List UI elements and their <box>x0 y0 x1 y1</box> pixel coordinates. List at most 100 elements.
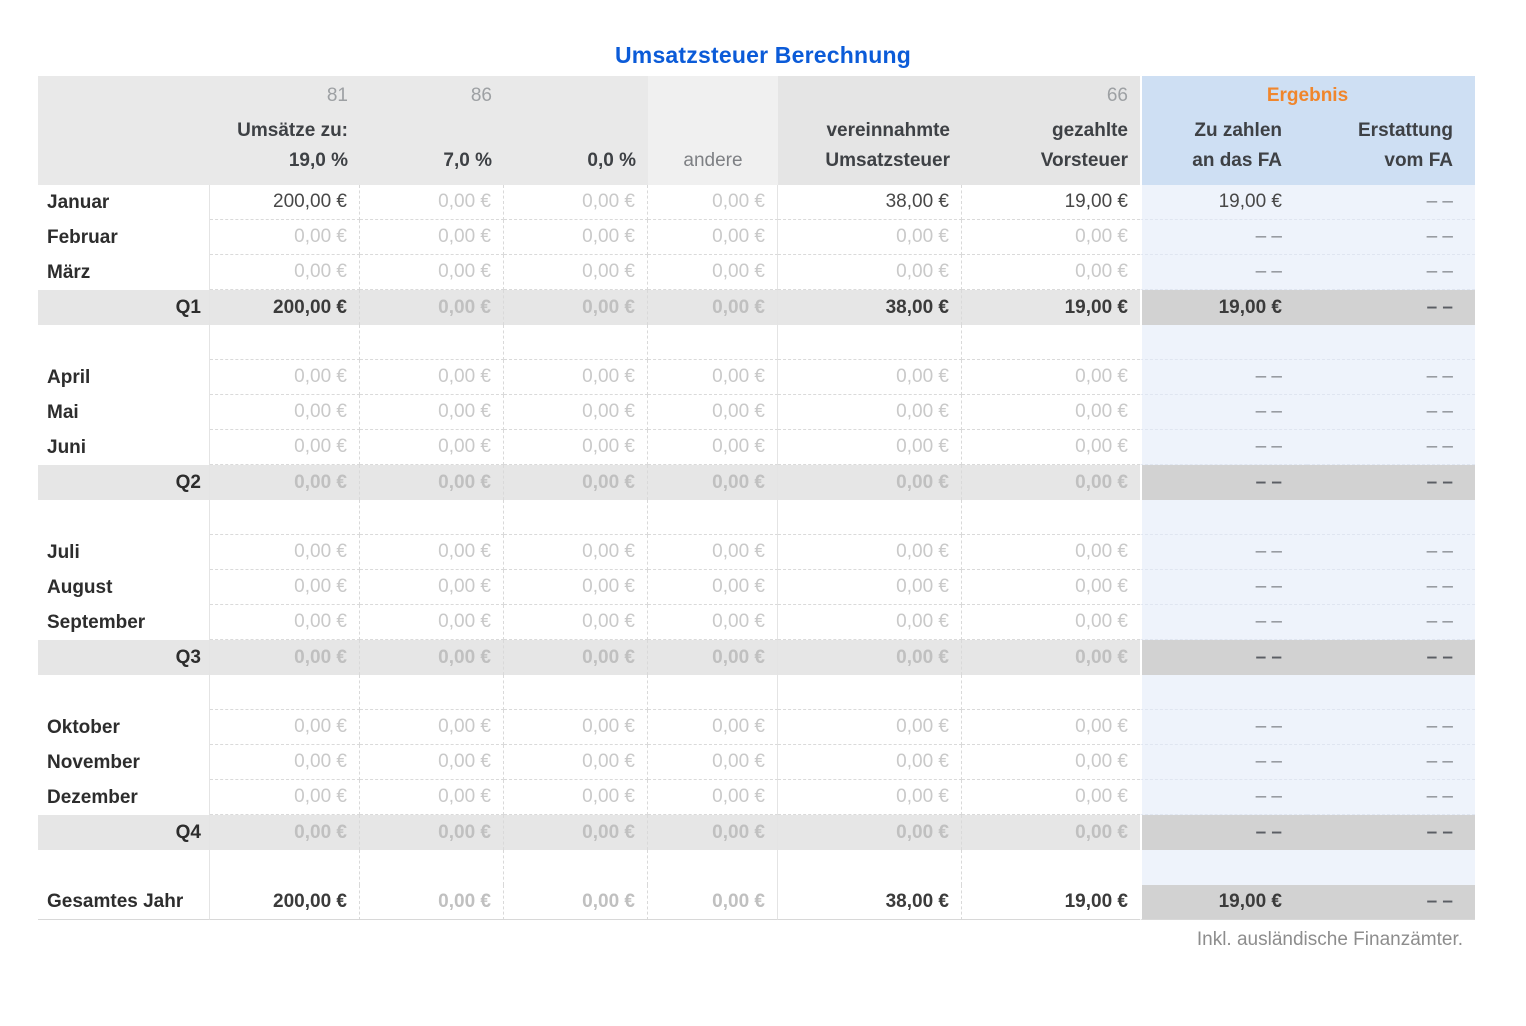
cell-erstattung-fa[interactable]: – – <box>1307 255 1475 290</box>
cell-erstattung-fa[interactable]: – – <box>1307 360 1475 395</box>
cell-umsatz-andere[interactable]: 0,00 € <box>648 780 778 815</box>
cell-umsatz-andere[interactable]: 0,00 € <box>648 255 778 290</box>
cell-zu-zahlen-fa[interactable]: – – <box>1140 780 1307 815</box>
cell-erstattung-fa[interactable]: – – <box>1307 570 1475 605</box>
cell-umsatz-19[interactable]: 0,00 € <box>210 745 360 780</box>
cell-vereinnahmte-ust[interactable]: 0,00 € <box>778 535 962 570</box>
cell-zu-zahlen-fa[interactable]: – – <box>1140 430 1307 465</box>
cell-umsatz-0[interactable]: 0,00 € <box>504 360 648 395</box>
cell-umsatz-7[interactable]: 0,00 € <box>360 710 504 745</box>
cell-vereinnahmte-ust[interactable]: 0,00 € <box>778 395 962 430</box>
cell-zu-zahlen-fa[interactable]: – – <box>1140 745 1307 780</box>
cell-umsatz-7[interactable]: 0,00 € <box>360 255 504 290</box>
cell-gezahlte-vorsteuer[interactable]: 0,00 € <box>962 780 1140 815</box>
cell-umsatz-7[interactable]: 0,00 € <box>360 430 504 465</box>
cell-umsatz-0[interactable]: 0,00 € <box>504 430 648 465</box>
cell-umsatz-19[interactable]: 0,00 € <box>210 710 360 745</box>
cell-umsatz-0[interactable]: 0,00 € <box>504 605 648 640</box>
cell-umsatz-19[interactable]: 0,00 € <box>210 360 360 395</box>
cell-zu-zahlen-fa: – – <box>1140 640 1307 675</box>
cell-umsatz-andere[interactable]: 0,00 € <box>648 430 778 465</box>
cell-umsatz-andere[interactable]: 0,00 € <box>648 605 778 640</box>
cell-umsatz-7[interactable]: 0,00 € <box>360 395 504 430</box>
cell-vereinnahmte-ust[interactable]: 0,00 € <box>778 570 962 605</box>
cell-erstattung-fa[interactable]: – – <box>1307 780 1475 815</box>
cell-gezahlte-vorsteuer[interactable]: 0,00 € <box>962 395 1140 430</box>
cell-umsatz-andere[interactable]: 0,00 € <box>648 185 778 220</box>
cell-umsatz-andere[interactable]: 0,00 € <box>648 360 778 395</box>
cell-erstattung-fa[interactable]: – – <box>1307 535 1475 570</box>
cell-zu-zahlen-fa[interactable]: – – <box>1140 220 1307 255</box>
cell-vereinnahmte-ust[interactable]: 0,00 € <box>778 430 962 465</box>
cell-zu-zahlen-fa[interactable]: – – <box>1140 710 1307 745</box>
cell-erstattung-fa[interactable]: – – <box>1307 430 1475 465</box>
cell-vereinnahmte-ust[interactable]: 0,00 € <box>778 360 962 395</box>
cell-gezahlte-vorsteuer[interactable]: 19,00 € <box>962 185 1140 220</box>
cell-umsatz-19[interactable]: 0,00 € <box>210 535 360 570</box>
cell-erstattung-fa[interactable]: – – <box>1307 605 1475 640</box>
cell-erstattung-fa[interactable]: – – <box>1307 220 1475 255</box>
cell-umsatz-andere[interactable]: 0,00 € <box>648 710 778 745</box>
cell-zu-zahlen-fa[interactable]: 19,00 € <box>1140 185 1307 220</box>
cell-gezahlte-vorsteuer[interactable]: 0,00 € <box>962 255 1140 290</box>
cell-umsatz-19[interactable]: 0,00 € <box>210 605 360 640</box>
cell-umsatz-0[interactable]: 0,00 € <box>504 780 648 815</box>
cell-erstattung-fa[interactable]: – – <box>1307 745 1475 780</box>
cell-erstattung-fa[interactable]: – – <box>1307 185 1475 220</box>
cell-umsatz-andere[interactable]: 0,00 € <box>648 535 778 570</box>
cell-gezahlte-vorsteuer[interactable]: 0,00 € <box>962 535 1140 570</box>
cell-gezahlte-vorsteuer[interactable]: 0,00 € <box>962 745 1140 780</box>
cell-gezahlte-vorsteuer[interactable]: 0,00 € <box>962 710 1140 745</box>
cell-zu-zahlen-fa[interactable]: – – <box>1140 535 1307 570</box>
cell-gezahlte-vorsteuer[interactable]: 0,00 € <box>962 570 1140 605</box>
cell-umsatz-7[interactable]: 0,00 € <box>360 605 504 640</box>
cell-zu-zahlen-fa[interactable]: – – <box>1140 255 1307 290</box>
cell-umsatz-andere[interactable]: 0,00 € <box>648 395 778 430</box>
cell-umsatz-andere[interactable]: 0,00 € <box>648 745 778 780</box>
cell-zu-zahlen-fa[interactable]: – – <box>1140 395 1307 430</box>
cell-umsatz-0[interactable]: 0,00 € <box>504 745 648 780</box>
cell-umsatz-andere[interactable]: 0,00 € <box>648 570 778 605</box>
cell-umsatz-7[interactable]: 0,00 € <box>360 220 504 255</box>
cell-umsatz-7[interactable]: 0,00 € <box>360 185 504 220</box>
cell-umsatz-0[interactable]: 0,00 € <box>504 255 648 290</box>
cell-umsatz-0[interactable]: 0,00 € <box>504 185 648 220</box>
cell-umsatz-7[interactable]: 0,00 € <box>360 745 504 780</box>
cell-vereinnahmte-ust[interactable]: 0,00 € <box>778 605 962 640</box>
cell-zu-zahlen-fa[interactable]: – – <box>1140 360 1307 395</box>
cell-erstattung-fa[interactable]: – – <box>1307 395 1475 430</box>
cell-zu-zahlen-fa[interactable]: – – <box>1140 605 1307 640</box>
cell-umsatz-0[interactable]: 0,00 € <box>504 535 648 570</box>
cell-vereinnahmte-ust[interactable]: 0,00 € <box>778 255 962 290</box>
cell-umsatz-19[interactable]: 0,00 € <box>210 780 360 815</box>
cell-gezahlte-vorsteuer[interactable]: 0,00 € <box>962 430 1140 465</box>
cell-vereinnahmte-ust[interactable]: 0,00 € <box>778 780 962 815</box>
cell-umsatz-19[interactable]: 0,00 € <box>210 220 360 255</box>
cell-umsatz-7[interactable]: 0,00 € <box>360 570 504 605</box>
cell-umsatz-19[interactable]: 200,00 € <box>210 185 360 220</box>
cell-umsatz-0[interactable]: 0,00 € <box>504 395 648 430</box>
cell-vereinnahmte-ust[interactable]: 0,00 € <box>778 710 962 745</box>
cell-umsatz-0: 0,00 € <box>504 815 648 850</box>
cell-umsatz-19[interactable]: 0,00 € <box>210 395 360 430</box>
cell-vereinnahmte-ust[interactable]: 0,00 € <box>778 220 962 255</box>
cell-umsatz-19[interactable]: 0,00 € <box>210 255 360 290</box>
cell-umsatz-7[interactable]: 0,00 € <box>360 360 504 395</box>
cell-umsatz-7[interactable]: 0,00 € <box>360 535 504 570</box>
cell-umsatz-7[interactable]: 0,00 € <box>360 780 504 815</box>
cell-umsatz-0 <box>504 500 648 535</box>
cell-erstattung-fa[interactable]: – – <box>1307 710 1475 745</box>
cell-umsatz-0[interactable]: 0,00 € <box>504 220 648 255</box>
cell-gezahlte-vorsteuer[interactable]: 0,00 € <box>962 605 1140 640</box>
cell-umsatz-19[interactable]: 0,00 € <box>210 430 360 465</box>
cell-vereinnahmte-ust[interactable]: 38,00 € <box>778 185 962 220</box>
cell-zu-zahlen-fa[interactable]: – – <box>1140 570 1307 605</box>
cell-gezahlte-vorsteuer[interactable]: 0,00 € <box>962 220 1140 255</box>
row-label <box>38 500 210 535</box>
cell-umsatz-0[interactable]: 0,00 € <box>504 570 648 605</box>
cell-umsatz-0[interactable]: 0,00 € <box>504 710 648 745</box>
cell-umsatz-19[interactable]: 0,00 € <box>210 570 360 605</box>
cell-umsatz-andere[interactable]: 0,00 € <box>648 220 778 255</box>
cell-vereinnahmte-ust[interactable]: 0,00 € <box>778 745 962 780</box>
cell-gezahlte-vorsteuer[interactable]: 0,00 € <box>962 360 1140 395</box>
